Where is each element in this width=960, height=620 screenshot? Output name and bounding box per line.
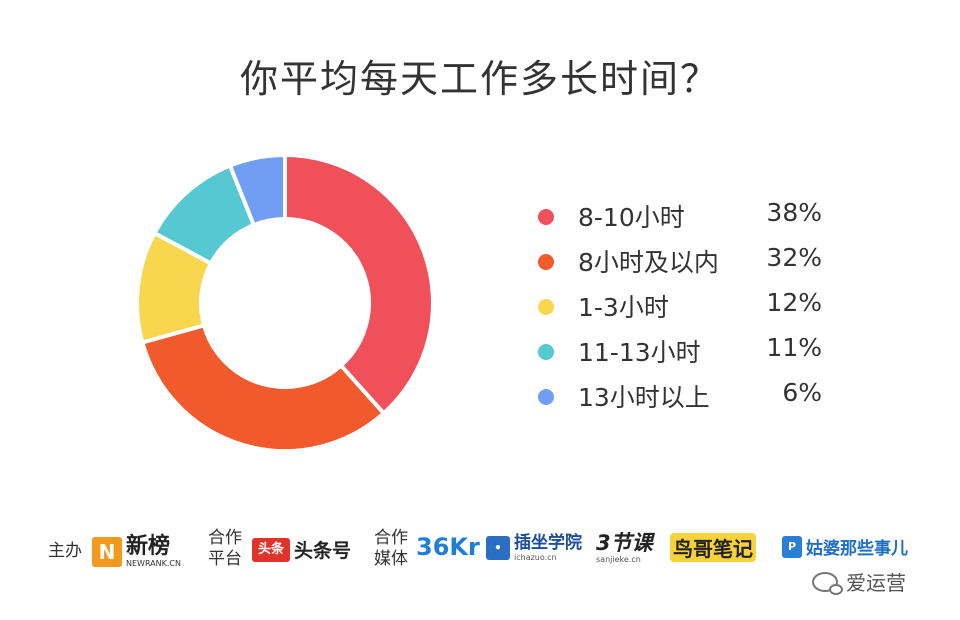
legend-swatch [538,344,554,360]
sponsor-footer: 主办 N 新榜 NEWRANK.CN 合作 平台 头条 头条号 合作 媒体 36… [0,525,960,585]
donut-slice-1 [283,152,435,417]
donut-chart [135,152,435,453]
legend-value: 38% [766,198,822,227]
media-label-bottom: 媒体 [374,549,408,569]
legend-value: 32% [766,243,822,272]
legend-item: 1-3小时 12% [538,286,838,331]
wechat-icon [812,571,843,595]
36kr-logo: 36Kr [416,533,480,561]
legend-item: 8-10小时 38% [538,196,838,241]
newrank-logo: N 新榜 NEWRANK.CN [92,535,181,568]
chazuo-logo: • 插坐学院 ichazuo.cn [486,533,582,562]
toutiao-logo: 头条 头条号 [252,536,351,563]
legend-value: 12% [766,288,822,317]
gupo-logo: P 姑婆那些事儿 [782,534,908,559]
legend-label: 13小时以上 [578,383,710,412]
legend-swatch [538,209,554,225]
legend-swatch [538,389,554,405]
watermark: 爱运营 [812,567,906,596]
legend-label: 11-13小时 [578,338,701,367]
legend-swatch [538,299,554,315]
platform-label-bottom: 平台 [208,549,242,569]
legend-item: 13小时以上 6% [538,376,838,421]
chart-title: 你平均每天工作多长时间？ [239,57,720,101]
legend-item: 11-13小时 11% [538,331,838,376]
legend-label: 1-3小时 [578,293,669,322]
sanjieke-logo: 3节课 sanjieke.cn [596,531,653,564]
donut-slice-2 [139,322,387,453]
platform-label-top: 合作 [208,528,242,548]
legend-label: 8小时及以内 [578,248,719,277]
legend-swatch [538,254,554,270]
legend: 8-10小时 38% 8小时及以内 32% 1-3小时 12% 11-13小时 … [538,196,838,421]
niaoge-logo: 鸟哥笔记 [670,533,756,562]
host-label: 主办 [48,541,82,561]
media-label-top: 合作 [374,528,408,548]
watermark-text: 爱运营 [846,571,906,595]
legend-label: 8-10小时 [578,203,685,232]
legend-value: 11% [766,333,822,362]
donut-slice-5 [227,152,287,228]
legend-item: 8小时及以内 32% [538,241,838,286]
legend-value: 6% [782,378,822,407]
